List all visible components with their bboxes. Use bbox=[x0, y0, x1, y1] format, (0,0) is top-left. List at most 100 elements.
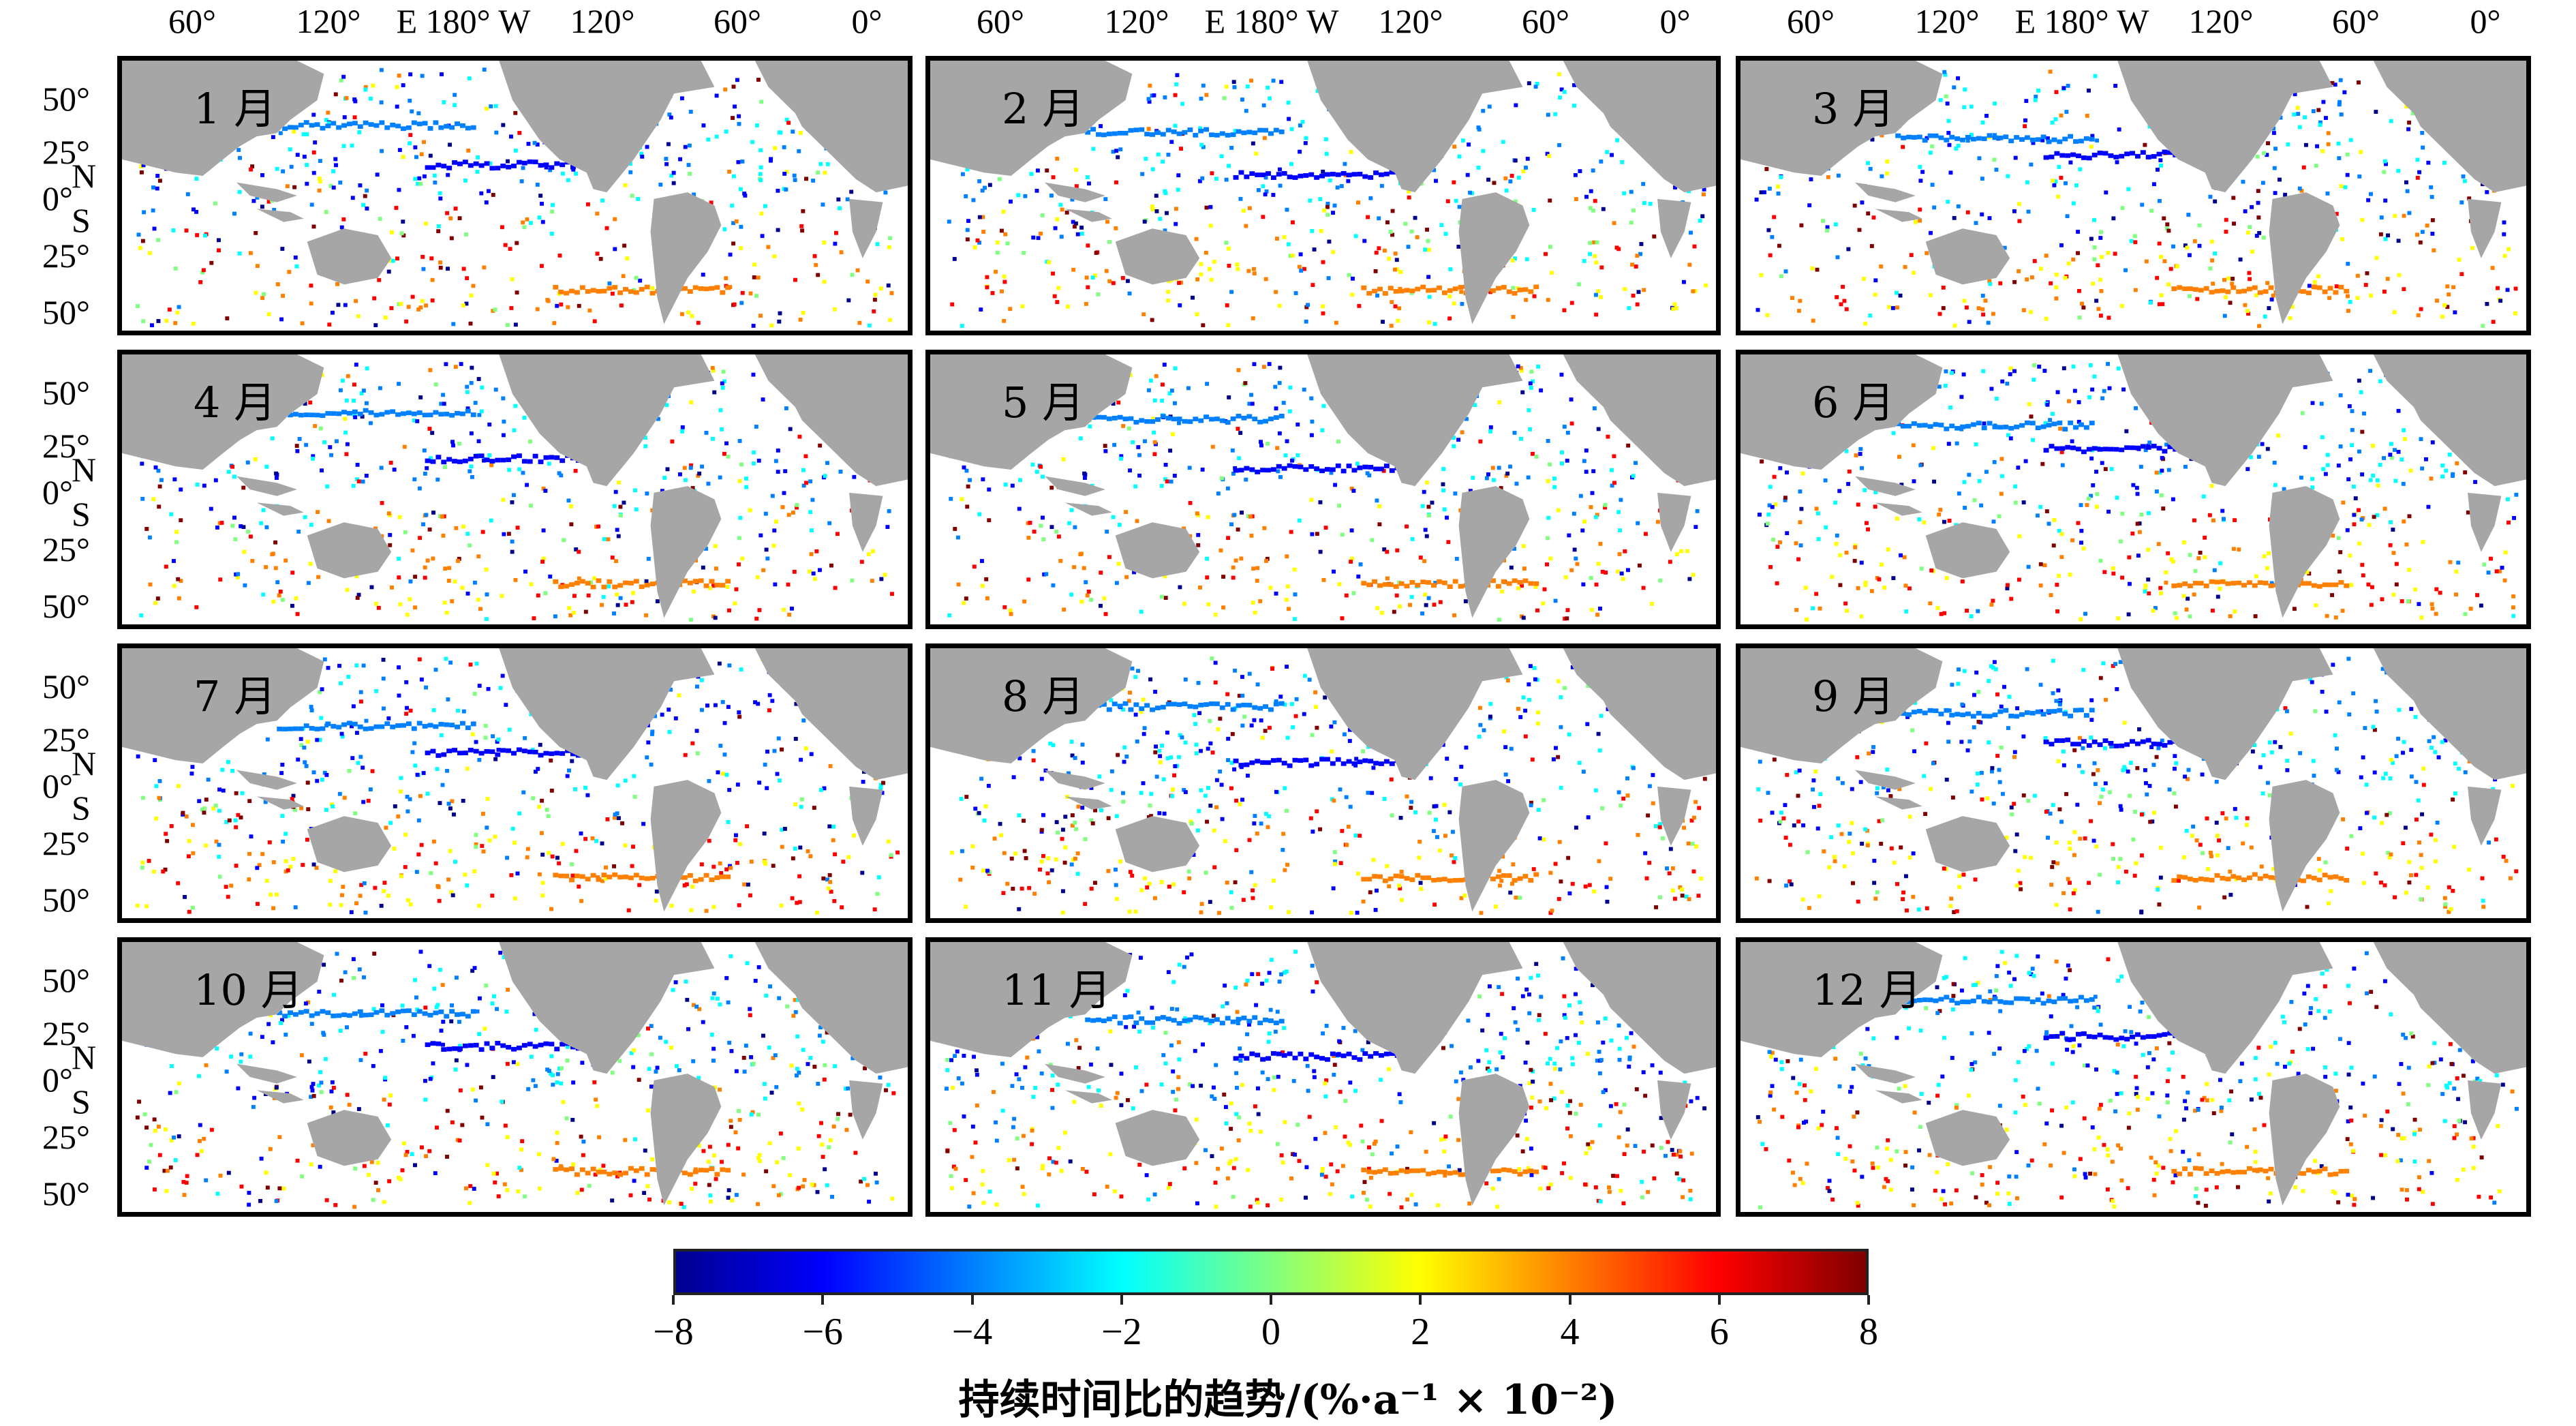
trend-pixel bbox=[1128, 292, 1132, 296]
trend-pixel bbox=[403, 865, 408, 869]
trend-pixel bbox=[1944, 94, 1948, 98]
trend-pixel bbox=[2397, 239, 2401, 243]
trend-pixel bbox=[1771, 538, 1775, 542]
trend-pixel bbox=[154, 817, 158, 821]
trend-pixel bbox=[2104, 467, 2108, 471]
trend-pixel bbox=[394, 206, 398, 210]
trend-pixel bbox=[1044, 572, 1048, 576]
trend-pixel bbox=[1758, 513, 1762, 517]
trend-pixel bbox=[737, 536, 741, 540]
trend-pixel bbox=[1570, 421, 1574, 425]
trend-pixel bbox=[1594, 260, 1598, 264]
trend-pixel bbox=[2106, 362, 2110, 366]
trend-pixel bbox=[1547, 154, 1551, 158]
trend-pixel bbox=[2196, 556, 2201, 560]
trend-band bbox=[1906, 135, 1912, 140]
trend-pixel bbox=[1072, 565, 1076, 569]
trend-pixel bbox=[371, 84, 375, 88]
trend-pixel bbox=[1566, 431, 1570, 435]
trend-pixel bbox=[2286, 142, 2290, 147]
trend-pixel bbox=[2432, 248, 2436, 252]
trend-pixel bbox=[2278, 178, 2282, 182]
trend-band bbox=[1319, 468, 1325, 473]
trend-pixel bbox=[423, 175, 427, 179]
trend-band bbox=[2051, 138, 2057, 142]
trend-pixel bbox=[1527, 81, 1531, 85]
trend-pixel bbox=[482, 67, 487, 72]
trend-band bbox=[2135, 154, 2141, 159]
trend-pixel bbox=[1340, 616, 1344, 620]
trend-pixel bbox=[768, 693, 772, 697]
trend-pixel bbox=[477, 758, 481, 762]
trend-band bbox=[309, 123, 315, 127]
trend-pixel bbox=[1375, 251, 1379, 255]
trend-pixel bbox=[2099, 559, 2103, 563]
trend-pixel bbox=[2356, 274, 2360, 278]
trend-pixel bbox=[2409, 468, 2413, 472]
trend-pixel bbox=[2434, 588, 2438, 592]
trend-band bbox=[463, 160, 468, 164]
trend-pixel bbox=[1950, 371, 1954, 375]
trend-pixel bbox=[173, 321, 177, 325]
trend-pixel bbox=[305, 764, 309, 768]
trend-pixel bbox=[1206, 603, 1210, 607]
trend-pixel bbox=[1631, 294, 1636, 298]
trend-pixel bbox=[1631, 474, 1636, 478]
trend-pixel bbox=[607, 282, 611, 286]
landmass bbox=[1459, 486, 1530, 618]
trend-pixel bbox=[2012, 280, 2017, 284]
trend-band bbox=[2124, 151, 2130, 156]
longitude-label: E 180° W bbox=[1205, 1, 1339, 41]
trend-pixel bbox=[1981, 369, 1985, 374]
trend-pixel bbox=[1067, 521, 1071, 526]
trend-pixel bbox=[2128, 582, 2132, 586]
trend-pixel bbox=[292, 130, 296, 134]
trend-pixel bbox=[1522, 616, 1526, 620]
trend-pixel bbox=[439, 266, 443, 270]
trend-pixel bbox=[141, 796, 145, 800]
trend-pixel bbox=[2076, 230, 2080, 234]
trend-pixel bbox=[757, 608, 761, 612]
trend-pixel bbox=[2070, 538, 2074, 543]
trend-pixel bbox=[980, 559, 984, 563]
trend-pixel bbox=[759, 166, 763, 170]
trend-pixel bbox=[1880, 562, 1884, 566]
trend-pixel bbox=[1174, 93, 1178, 97]
latitude-label: 50° bbox=[42, 1174, 90, 1213]
trend-band bbox=[331, 411, 336, 416]
trend-pixel bbox=[2327, 142, 2331, 147]
trend-pixel bbox=[313, 140, 317, 145]
trend-pixel bbox=[445, 211, 449, 215]
trend-pixel bbox=[550, 210, 554, 214]
trend-pixel bbox=[2318, 123, 2322, 127]
trend-pixel bbox=[1309, 498, 1313, 502]
trend-pixel bbox=[2257, 455, 2261, 459]
landmass bbox=[1116, 522, 1200, 578]
trend-pixel bbox=[793, 174, 797, 178]
trend-pixel bbox=[1274, 592, 1278, 596]
trend-band bbox=[2193, 581, 2198, 586]
trend-pixel bbox=[1542, 588, 1546, 592]
trend-pixel bbox=[1236, 368, 1240, 372]
trend-band bbox=[1399, 289, 1405, 294]
trend-pixel bbox=[246, 530, 250, 534]
trend-pixel bbox=[1887, 305, 1891, 309]
trend-pixel bbox=[766, 245, 770, 249]
trend-pixel bbox=[1315, 532, 1319, 536]
trend-pixel bbox=[485, 592, 489, 596]
trend-pixel bbox=[2463, 470, 2467, 474]
trend-pixel bbox=[1131, 440, 1135, 444]
trend-pixel bbox=[396, 815, 400, 819]
trend-band bbox=[1096, 132, 1101, 137]
trend-pixel bbox=[664, 162, 669, 166]
trend-band bbox=[485, 161, 490, 166]
trend-band bbox=[449, 125, 455, 130]
trend-pixel bbox=[2121, 387, 2126, 391]
trend-band bbox=[533, 160, 538, 164]
trend-pixel bbox=[410, 110, 414, 114]
trend-pixel bbox=[1948, 143, 1952, 147]
trend-pixel bbox=[2273, 166, 2277, 170]
trend-band bbox=[1276, 464, 1282, 469]
landmass bbox=[1657, 199, 1691, 258]
trend-pixel bbox=[1918, 208, 1922, 212]
